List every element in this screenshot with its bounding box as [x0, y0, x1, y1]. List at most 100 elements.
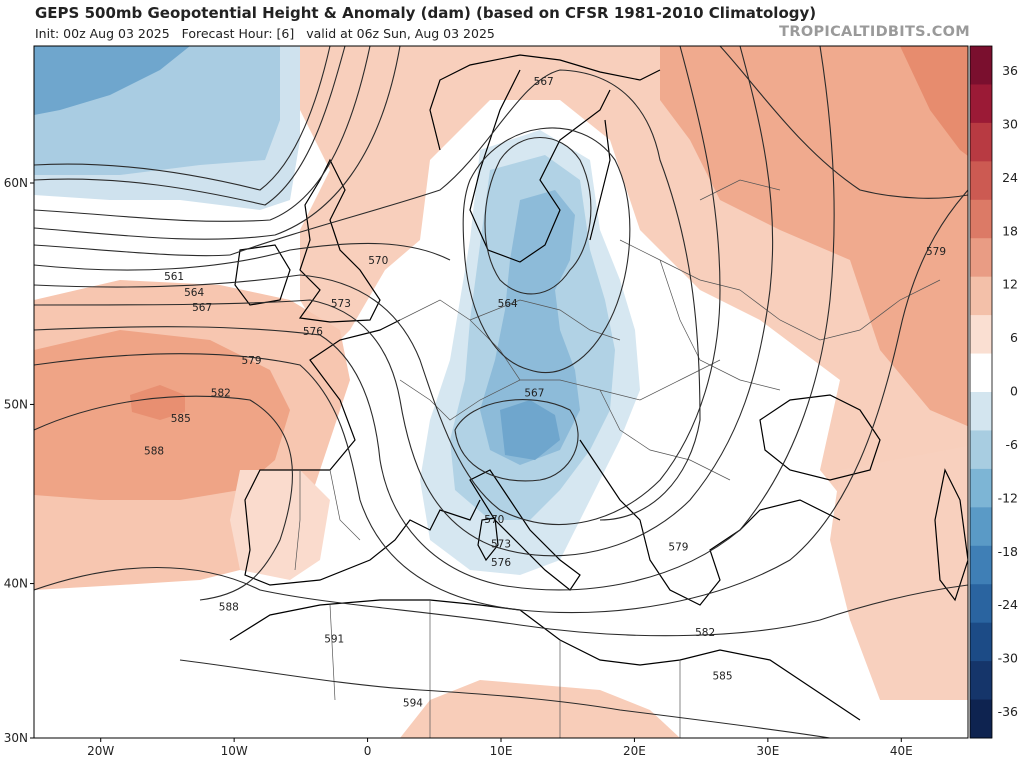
contour-561 — [34, 46, 371, 222]
contour-east-579 — [719, 46, 968, 199]
contour-label: 588 — [144, 445, 164, 457]
contour-label: 564 — [184, 287, 204, 299]
positive-anomaly-northeast — [660, 46, 968, 427]
contour-label-text: 573 — [491, 538, 511, 550]
contour-inner-564 — [484, 137, 592, 295]
colorbar-label: 18 — [1002, 223, 1018, 238]
contour-label-text: 579 — [668, 542, 688, 554]
anomaly-shading — [34, 46, 968, 738]
lat-label: 50N — [4, 397, 28, 411]
positive-anomaly-east — [830, 446, 968, 700]
contour-label-text: 573 — [331, 298, 351, 310]
lon-label: 10W — [221, 744, 248, 757]
colorbar-swatch — [970, 661, 992, 701]
borders-africa — [329, 600, 681, 738]
contour-576 — [34, 46, 721, 525]
contour-573 — [34, 242, 451, 271]
positive-anomaly-fareast — [900, 46, 968, 156]
contour-nw-1 — [34, 46, 331, 191]
contour-591 — [34, 566, 968, 637]
lon-label: 0 — [364, 744, 372, 757]
contour-567 — [34, 244, 231, 257]
height-contours — [34, 46, 968, 738]
contour-594 — [179, 659, 831, 738]
colorbar-label: -12 — [998, 490, 1018, 505]
contour-label: 567 — [192, 302, 212, 314]
contour-label-layer: 5675645675705735765795825855885615645675… — [144, 76, 946, 710]
colorbar-swatch — [970, 507, 992, 547]
contour-label: 588 — [219, 601, 239, 613]
lon-label: 20W — [87, 744, 114, 757]
contour-label-text: 582 — [211, 388, 231, 400]
coast-caspian — [934, 468, 968, 602]
colorbar-label: -18 — [998, 544, 1018, 559]
negative-anomaly-trough-core — [480, 190, 580, 465]
colorbar-swatch — [970, 430, 992, 470]
brand-watermark[interactable]: TROPICALTIDBITS.COM — [779, 24, 970, 40]
contour-label: 567 — [524, 388, 544, 400]
contour-570 — [229, 69, 701, 521]
colorbar-label: 24 — [1002, 170, 1018, 185]
map-area: 5675645675705735765795825855885615645675… — [34, 46, 968, 738]
lon-label: 20E — [623, 744, 646, 757]
colorbar-swatch — [970, 122, 992, 162]
contour-label: 573 — [491, 538, 511, 550]
colorbar-label: 12 — [1002, 277, 1018, 292]
anomaly-colorbar: 36 30 24 18 12 6 0 -6 -12 -18 -24 -30 -36 — [969, 45, 1018, 739]
colorbar-swatch — [970, 468, 992, 508]
contour-label-text: 588 — [219, 601, 239, 613]
forecast-hour: Forecast Hour: [6] — [181, 26, 295, 41]
contour-inner-567 — [462, 127, 631, 374]
borders-central — [399, 299, 731, 481]
coast-france-iberia — [244, 319, 481, 586]
coast-sardinia — [477, 517, 499, 562]
colorbar-swatch — [970, 315, 992, 355]
colorbar-swatch — [970, 353, 992, 393]
colorbar-label: 0 — [1010, 384, 1018, 399]
coastlines — [229, 54, 968, 721]
contour-label-text: 579 — [241, 355, 261, 367]
contour-label: 585 — [712, 670, 732, 682]
colorbar-swatch — [970, 545, 992, 585]
contour-nw-2 — [34, 46, 346, 206]
colorbar-label: 36 — [1002, 63, 1018, 78]
contour-label-text: 576 — [491, 557, 511, 569]
longitude-axis: 20W 10W 0 10E 20E 30E 40E — [87, 738, 913, 757]
contour-label: 579 — [926, 246, 946, 258]
map-subtitle: Init: 00z Aug 03 2025 Forecast Hour: [6]… — [35, 26, 495, 41]
colorbar-swatch — [970, 161, 992, 201]
colorbar-swatch — [970, 699, 992, 739]
contour-label-text: 582 — [695, 627, 715, 639]
negative-anomaly-trough-max — [500, 400, 560, 460]
lat-label: 30N — [4, 731, 28, 745]
contour-585 — [34, 189, 968, 614]
colorbar-swatch — [970, 392, 992, 431]
lon-label: 30E — [756, 744, 779, 757]
colorbar-label: -36 — [998, 704, 1018, 719]
valid-time: valid at 06z Sun, Aug 03 2025 — [306, 26, 495, 41]
lat-label: 60N — [4, 176, 28, 190]
coast-north-africa — [229, 599, 861, 721]
coast-italy — [469, 469, 581, 591]
colorbar-swatch — [970, 199, 992, 239]
colorbar-swatch — [970, 84, 992, 124]
contour-label-text: 567 — [534, 76, 554, 88]
contour-label: 591 — [324, 633, 344, 645]
lon-label: 10E — [490, 744, 513, 757]
colorbar-label: -24 — [998, 597, 1018, 612]
contour-588 — [34, 395, 293, 601]
contour-label: 576 — [303, 326, 323, 338]
contour-label-text: 567 — [524, 388, 544, 400]
positive-anomaly-atlantic-max — [130, 385, 185, 420]
contour-label-text: 594 — [403, 698, 423, 710]
colorbar-label: 6 — [1010, 330, 1018, 345]
contour-label: 582 — [211, 388, 231, 400]
contour-label-text: 570 — [484, 514, 504, 526]
positive-anomaly-iberia — [230, 470, 330, 580]
colorbar-swatch — [970, 584, 992, 624]
borders-east — [619, 179, 941, 391]
contour-label-text: 570 — [368, 255, 388, 267]
lon-label: 40E — [890, 744, 913, 757]
country-borders — [294, 179, 941, 738]
